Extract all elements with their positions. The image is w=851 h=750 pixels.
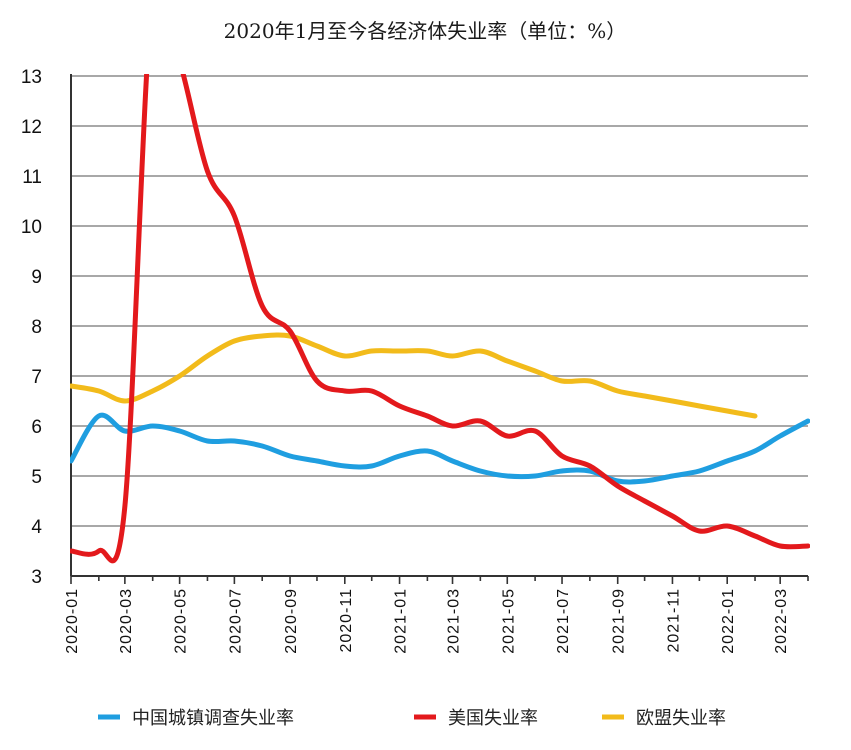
legend-label-1: 美国失业率 <box>448 708 538 729</box>
y-tick-label: 12 <box>21 117 42 138</box>
y-tick-label: 7 <box>31 367 42 388</box>
x-tick-label: 2021-09 <box>611 588 628 654</box>
y-tick-label: 9 <box>31 267 42 288</box>
series-line-0 <box>70 412 810 485</box>
x-tick-label: 2020-03 <box>118 588 135 654</box>
y-tick-label: 10 <box>21 217 42 238</box>
legend: 中国城镇调查失业率 美国失业率 欧盟失业率 <box>98 708 726 729</box>
y-tick-label: 13 <box>21 67 42 88</box>
x-tick-labels: 2020-01 2020-03 2020-05 2020-07 2020-09 2020-… <box>64 588 790 654</box>
x-tick-label: 2022-01 <box>720 588 737 654</box>
y-tick-label: 5 <box>31 467 42 488</box>
x-tick-label: 2020-09 <box>283 588 300 654</box>
y-tick-label: 8 <box>31 317 42 338</box>
x-tick-label: 2021-01 <box>393 588 410 654</box>
x-tick-label: 2022-03 <box>773 588 790 654</box>
y-tick-label: 3 <box>31 567 42 588</box>
series-line-2 <box>70 332 758 419</box>
y-tick-labels: 3 4 5 6 7 8 9 10 11 12 13 <box>21 67 43 588</box>
x-tick-label: 2021-11 <box>665 588 682 653</box>
y-tick-label: 4 <box>31 517 42 538</box>
y-tick-label: 6 <box>31 417 42 438</box>
x-tick-label: 2020-05 <box>173 588 190 654</box>
legend-label-2: 欧盟失业率 <box>636 708 726 729</box>
x-tick-label: 2021-03 <box>446 588 463 654</box>
axes <box>70 74 809 584</box>
x-tick-label: 2020-11 <box>338 588 355 653</box>
grid-lines <box>71 75 808 527</box>
x-tick-label: 2021-05 <box>500 588 517 654</box>
chart-title: 2020年1月至今各经济体失业率（单位：%） <box>224 19 627 43</box>
legend-label-0: 中国城镇调查失业率 <box>132 708 294 729</box>
x-tick-label: 2021-07 <box>555 588 572 654</box>
y-tick-label: 11 <box>22 167 42 188</box>
series-line-1 <box>70 74 810 564</box>
x-tick-label: 2020-01 <box>64 588 81 654</box>
series-lines <box>70 74 810 564</box>
x-tick-label: 2020-07 <box>227 588 244 654</box>
